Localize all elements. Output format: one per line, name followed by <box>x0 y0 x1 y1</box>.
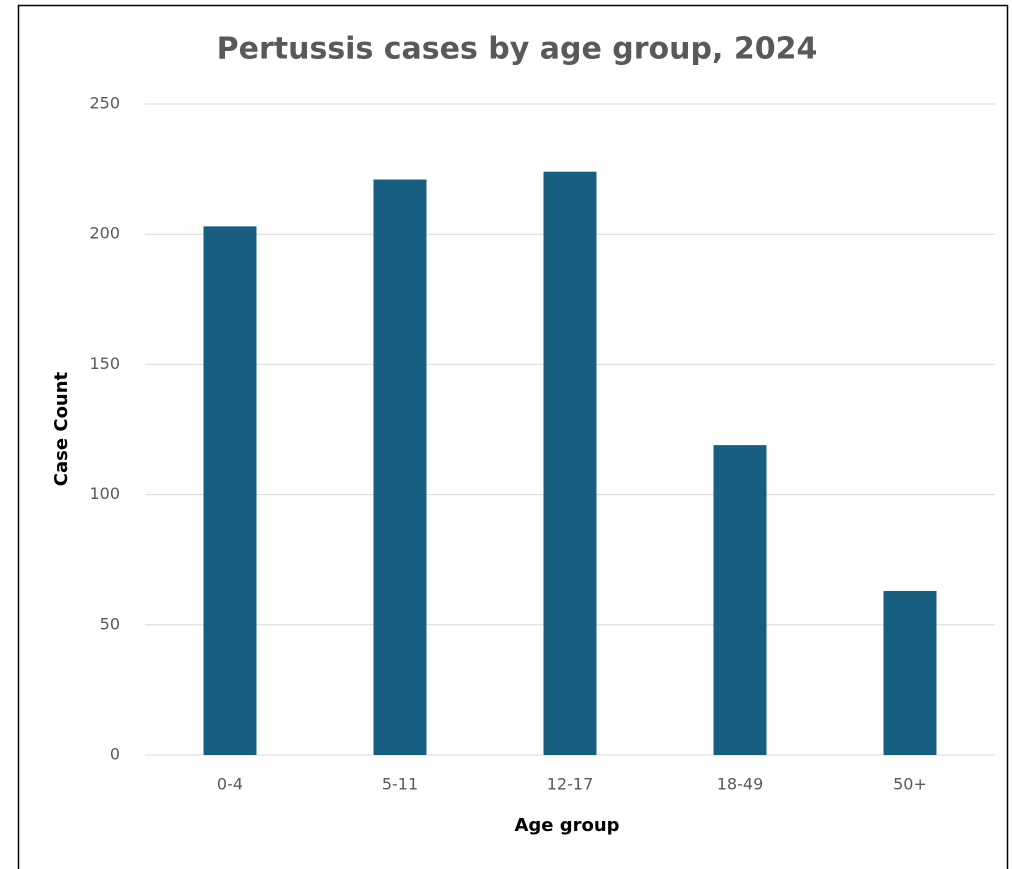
bar <box>543 171 597 756</box>
x-tick-label: 5-11 <box>382 775 418 794</box>
bar <box>883 590 937 755</box>
y-tick-label: 250 <box>89 94 120 113</box>
y-axis-title: Case Count <box>51 371 72 486</box>
chart-title: Pertussis cases by age group, 2024 <box>217 32 818 67</box>
x-tick-label: 0-4 <box>217 775 243 794</box>
x-axis-title: Age group <box>514 815 619 836</box>
y-tick-label: 150 <box>89 354 120 373</box>
chart-frame <box>17 4 1009 869</box>
bar <box>203 226 257 755</box>
x-tick-label: 12-17 <box>547 775 594 794</box>
bar <box>713 445 767 755</box>
bar <box>373 179 427 756</box>
y-tick-label: 50 <box>100 614 120 633</box>
x-tick-label: 18-49 <box>717 775 764 794</box>
y-tick-label: 0 <box>110 745 120 764</box>
y-tick-label: 100 <box>89 484 120 503</box>
y-tick-label: 200 <box>89 224 120 243</box>
x-tick-label: 50+ <box>893 775 927 794</box>
